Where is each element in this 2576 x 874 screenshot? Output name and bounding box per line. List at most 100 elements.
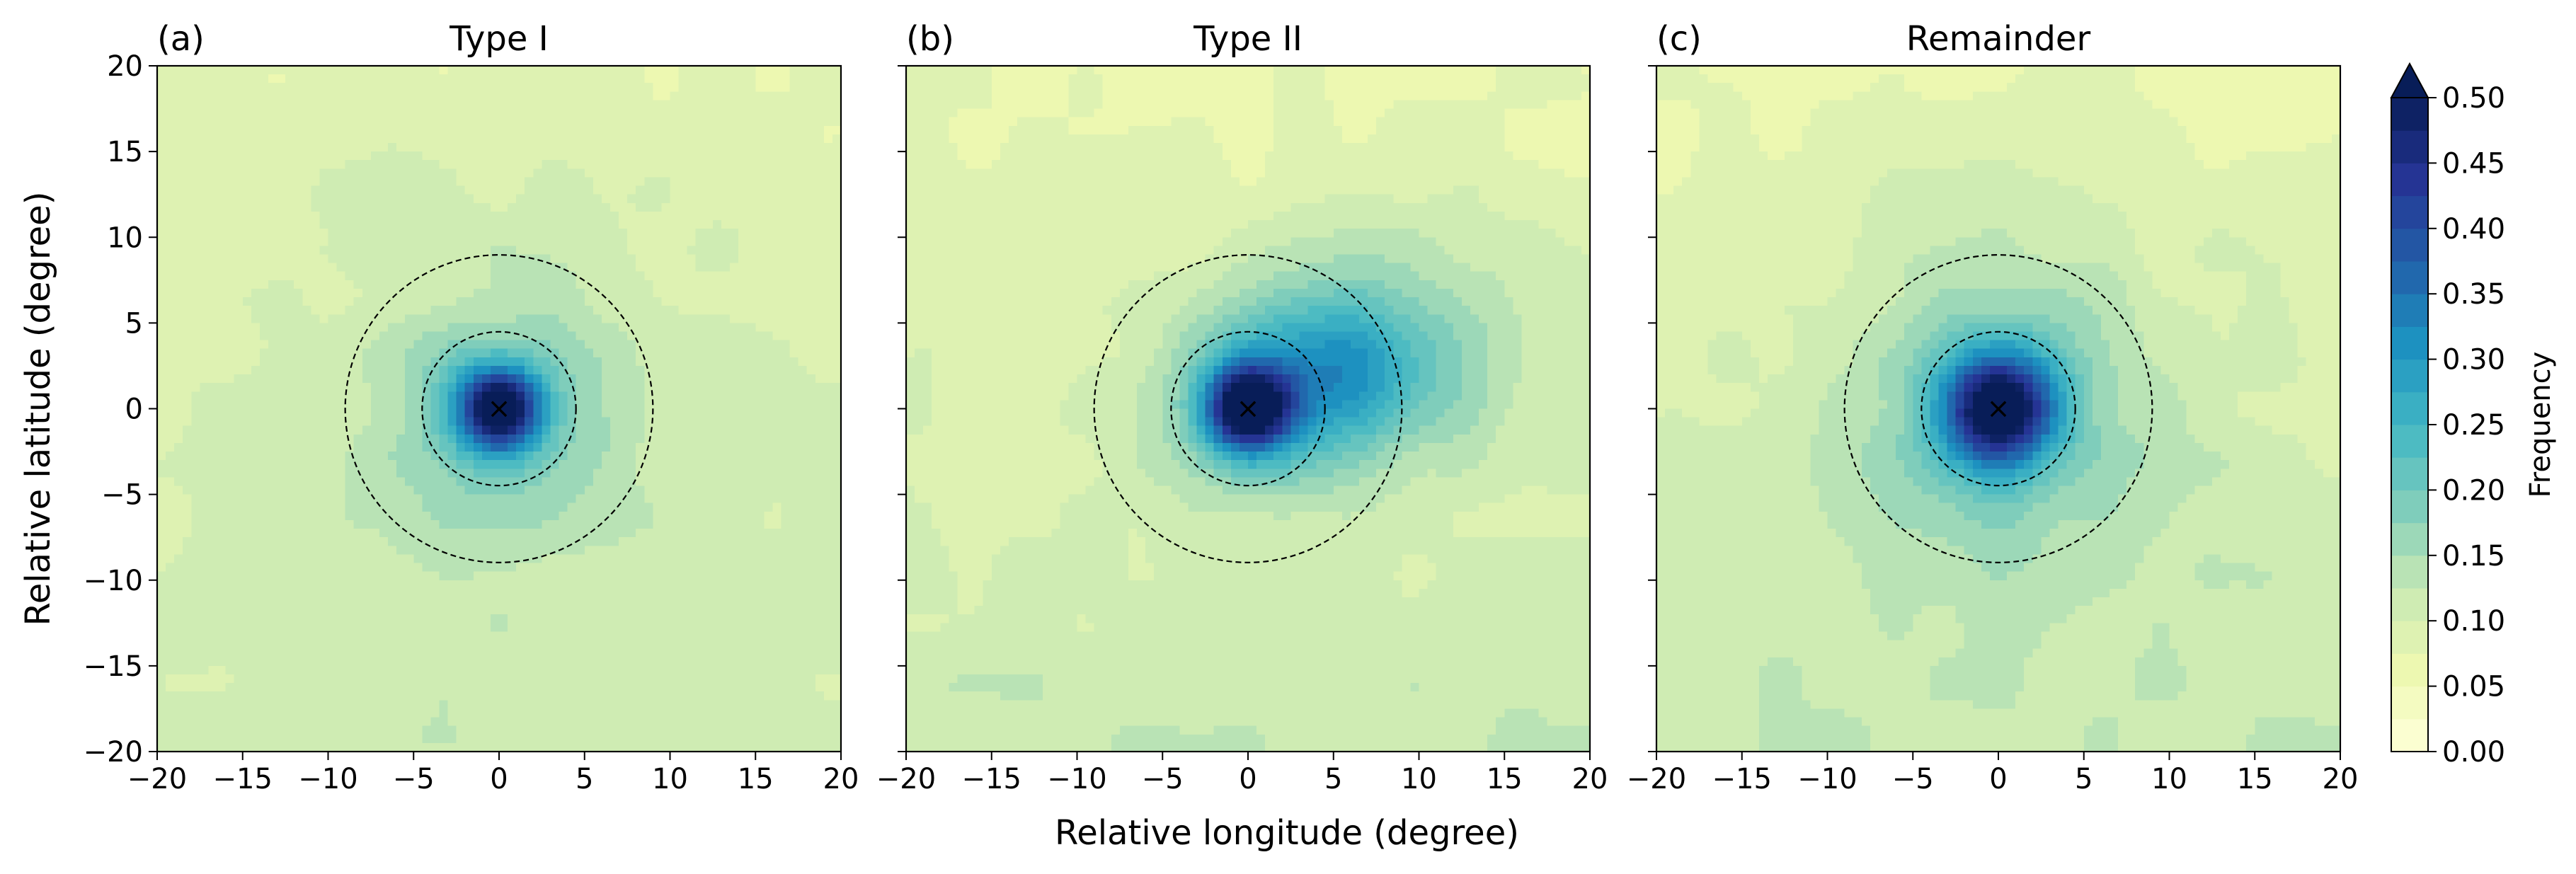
heatmap-cell <box>337 229 346 238</box>
heatmap-cell <box>747 435 756 444</box>
heatmap-cell <box>396 409 406 418</box>
heatmap-cell <box>627 468 636 478</box>
heatmap-cell <box>790 529 799 538</box>
heatmap-cell <box>593 418 602 427</box>
heatmap-cell <box>379 91 389 100</box>
heatmap-cell <box>457 143 466 152</box>
heatmap-cell <box>294 554 303 563</box>
heatmap-cell <box>448 246 457 255</box>
heatmap-cell <box>430 212 440 221</box>
heatmap-cell <box>243 503 252 512</box>
heatmap-cell <box>525 66 534 75</box>
heatmap-cell <box>542 374 551 384</box>
heatmap-cell <box>234 280 244 289</box>
heatmap-cell <box>815 177 825 186</box>
heatmap-cell <box>790 331 799 340</box>
heatmap-cell <box>542 66 551 75</box>
heatmap-cell <box>208 520 217 529</box>
heatmap-cell <box>422 151 431 161</box>
heatmap-cell <box>755 357 765 367</box>
heatmap-cell <box>602 443 611 452</box>
heatmap-cell <box>790 366 799 375</box>
heatmap-cell <box>243 452 252 461</box>
heatmap-cell <box>533 546 542 555</box>
heatmap-cell <box>815 563 825 573</box>
heatmap-cell <box>251 331 261 340</box>
heatmap-cell <box>568 254 577 263</box>
heatmap-cell <box>491 134 500 144</box>
heatmap-cell <box>430 349 440 358</box>
heatmap-cell <box>362 254 372 263</box>
heatmap-cell <box>738 272 748 281</box>
heatmap-cell <box>730 272 739 281</box>
heatmap-cell <box>661 572 670 581</box>
heatmap-cell <box>285 289 294 298</box>
heatmap-cell <box>619 177 628 186</box>
heatmap-cell <box>166 263 175 272</box>
heatmap-cell <box>354 546 363 555</box>
heatmap-cell <box>337 512 346 521</box>
heatmap-cell <box>277 177 286 186</box>
heatmap-cell <box>593 143 602 152</box>
heatmap-cell <box>533 177 542 186</box>
heatmap-cell <box>405 229 414 238</box>
heatmap-cell <box>653 366 662 375</box>
heatmap-cell <box>183 289 192 298</box>
heatmap-cell <box>251 195 261 204</box>
heatmap-cell <box>362 452 372 461</box>
heatmap-cell <box>362 74 372 84</box>
heatmap-cell <box>439 229 448 238</box>
heatmap-cell <box>430 589 440 598</box>
heatmap-cell <box>704 306 714 315</box>
heatmap-cell <box>824 306 833 315</box>
heatmap-cell <box>285 340 294 350</box>
heatmap-cell <box>226 83 235 92</box>
heatmap-cell <box>465 383 474 392</box>
heatmap-cell <box>319 357 328 367</box>
heatmap-cell <box>738 331 748 340</box>
heatmap-cell <box>738 572 748 581</box>
heatmap-cell <box>755 572 765 581</box>
heatmap-cell <box>465 74 474 84</box>
heatmap-cell <box>738 520 748 529</box>
heatmap-cell <box>405 546 414 555</box>
heatmap-cell <box>457 452 466 461</box>
heatmap-cell <box>807 477 816 486</box>
heatmap-cell <box>670 580 680 590</box>
heatmap-cell <box>704 554 714 563</box>
heatmap-cell <box>354 151 363 161</box>
heatmap-cell <box>311 512 320 521</box>
heatmap-cell <box>166 195 175 204</box>
heatmap-cell <box>354 100 363 109</box>
heatmap-cell <box>337 495 346 504</box>
heatmap-cell <box>687 546 697 555</box>
heatmap-cell <box>559 331 568 340</box>
heatmap-cell <box>345 460 355 469</box>
heatmap-cell <box>465 272 474 281</box>
heatmap-cell <box>747 426 756 435</box>
heatmap-cell <box>636 100 645 109</box>
heatmap-cell <box>311 477 320 486</box>
heatmap-cell <box>491 297 500 306</box>
heatmap-cell <box>585 520 594 529</box>
heatmap-cell <box>730 254 739 263</box>
heatmap-cell <box>730 529 739 538</box>
heatmap-cell <box>815 486 825 495</box>
heatmap-cell <box>448 83 457 92</box>
heatmap-cell <box>533 109 542 118</box>
heatmap-cell <box>704 177 714 186</box>
heatmap-cell <box>448 331 457 340</box>
heatmap-cell <box>396 126 406 135</box>
heatmap-cell <box>738 435 748 444</box>
heatmap-cell <box>491 443 500 452</box>
heatmap-cell <box>525 246 534 255</box>
heatmap-cell <box>832 66 842 75</box>
heatmap-cell <box>619 572 628 581</box>
heatmap-cell <box>568 357 577 367</box>
heatmap-cell <box>585 486 594 495</box>
heatmap-cell <box>328 589 338 598</box>
heatmap-cell <box>593 100 602 109</box>
heatmap-cell <box>474 546 483 555</box>
heatmap-cell <box>302 374 311 384</box>
panels: ×−20 −15 −10 −5 0 5 10 15 20−20−15−10−505101520(… <box>84 19 2359 795</box>
